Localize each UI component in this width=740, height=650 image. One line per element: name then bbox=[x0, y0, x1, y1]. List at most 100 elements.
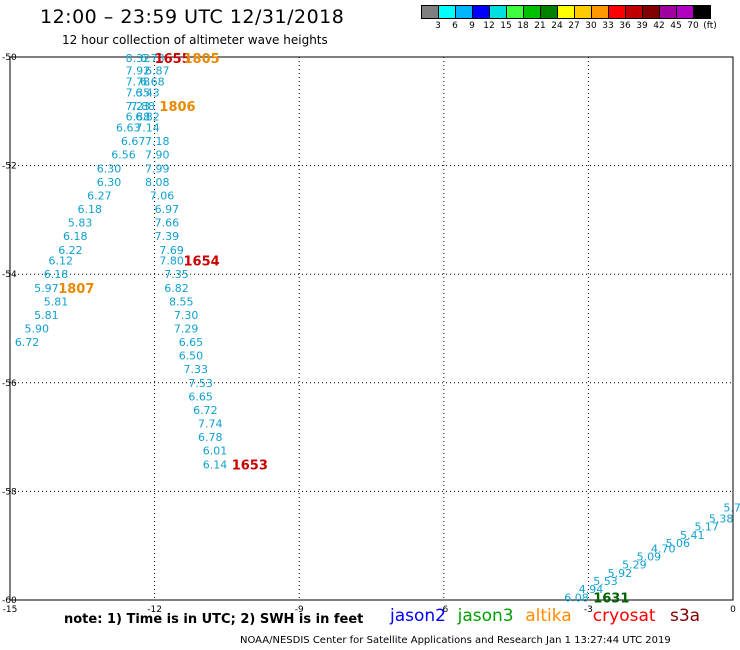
swh-value: 7.88 bbox=[131, 100, 156, 113]
swh-value: 7.29 bbox=[174, 323, 199, 336]
color-scale-label: 12 bbox=[483, 21, 495, 31]
color-scale-label: 27 bbox=[568, 21, 580, 31]
swh-value: 7.14 bbox=[135, 122, 160, 135]
color-scale-label: 15 bbox=[500, 21, 512, 31]
swh-value: 6.82 bbox=[164, 282, 189, 295]
plot-frame bbox=[9, 56, 734, 601]
swh-value: 5.53 bbox=[593, 575, 618, 588]
swh-value: 7.80 bbox=[159, 255, 184, 268]
swh-value: 7.23 bbox=[126, 100, 150, 113]
swh-value: 5.81 bbox=[44, 295, 69, 308]
color-scale-label: 30 bbox=[585, 21, 597, 31]
swh-value: 5.71 bbox=[723, 502, 740, 515]
footer-note: note: 1) Time is in UTC; 2) SWH is in fe… bbox=[64, 612, 364, 627]
swh-value: 6.65 bbox=[188, 390, 213, 403]
swh-value: 6.30 bbox=[97, 176, 122, 189]
x-tick-label: -3 bbox=[584, 605, 593, 615]
legend-item-cryosat: cryosat bbox=[592, 606, 656, 626]
color-scale-bar bbox=[421, 5, 711, 19]
time-label: 1807 bbox=[58, 282, 94, 297]
swh-value: 4.94 bbox=[579, 583, 604, 596]
swh-value: 6.56 bbox=[111, 149, 136, 162]
swh-value: 6.87 bbox=[145, 65, 170, 78]
swh-value: 7.78 bbox=[126, 75, 150, 88]
swh-value: 6.14 bbox=[203, 458, 228, 471]
swh-value: 6.43 bbox=[135, 86, 160, 99]
swh-value: 8.08 bbox=[145, 176, 170, 189]
color-scale-label: 3 bbox=[435, 21, 441, 31]
color-scale-label: 39 bbox=[636, 21, 648, 31]
swh-value: 5.90 bbox=[24, 323, 49, 336]
y-tick-label: -54 bbox=[2, 270, 17, 280]
swh-value: 7.06 bbox=[150, 189, 175, 202]
swh-value: 6.68 bbox=[140, 75, 165, 88]
color-scale-label: 21 bbox=[534, 21, 546, 31]
swh-value: 6.73 bbox=[140, 52, 165, 65]
x-tick-label: -12 bbox=[147, 605, 162, 615]
swh-value: 5.09 bbox=[637, 551, 662, 564]
color-scale-label: 9 bbox=[469, 21, 475, 31]
swh-value: 5.81 bbox=[34, 309, 59, 322]
credit-line: NOAA/NESDIS Center for Satellite Applica… bbox=[240, 635, 671, 646]
swh-value: 5.92 bbox=[608, 567, 633, 580]
swh-value: 6.82 bbox=[135, 111, 160, 124]
swh-value: 6.72 bbox=[15, 336, 40, 349]
x-tick-label: -9 bbox=[295, 605, 304, 615]
swh-value: 7.53 bbox=[188, 377, 213, 390]
swh-value: 6.50 bbox=[179, 350, 204, 363]
swh-value: 7.35 bbox=[164, 268, 189, 281]
swh-value: 6.18 bbox=[77, 203, 102, 216]
swh-value: 6.72 bbox=[193, 404, 218, 417]
map-subtitle: 12 hour collection of altimeter wave hei… bbox=[62, 33, 328, 47]
color-scale-labels: 3 6 9 12 15 18 21 24 27 30 33 36 39 42 45 70 (ft) bbox=[421, 21, 740, 33]
time-label: 1805 bbox=[184, 52, 220, 67]
y-tick-label: -56 bbox=[2, 379, 17, 389]
y-tick-label: -52 bbox=[2, 162, 17, 172]
color-scale-label: 33 bbox=[602, 21, 614, 31]
swh-value: 6.27 bbox=[87, 189, 112, 202]
color-scale-label: 36 bbox=[619, 21, 631, 31]
swh-value: 7.69 bbox=[159, 244, 184, 257]
swh-value: 7.18 bbox=[145, 135, 170, 148]
y-tick-label: -60 bbox=[2, 596, 17, 606]
color-scale-label: 18 bbox=[517, 21, 529, 31]
color-scale-label: 6 bbox=[452, 21, 458, 31]
swh-value: 7.33 bbox=[184, 363, 209, 376]
swh-value: 7.99 bbox=[145, 162, 170, 175]
swh-value: 6.01 bbox=[203, 445, 228, 458]
legend-item-altika: altika bbox=[525, 606, 572, 626]
time-label: 1631 bbox=[593, 591, 629, 606]
color-scale-label: 45 bbox=[670, 21, 682, 31]
legend-item-s3a: s3a bbox=[670, 606, 701, 626]
legend-item-jason3: jason3 bbox=[457, 606, 514, 626]
y-tick-label: -50 bbox=[2, 53, 17, 63]
swh-value: 8.32 bbox=[126, 52, 150, 65]
map-title: 12:00 – 23:59 UTC 12/31/2018 bbox=[40, 6, 345, 28]
color-swatch bbox=[693, 5, 711, 19]
time-label: 1655 bbox=[155, 52, 191, 67]
swh-value: 7.90 bbox=[145, 149, 170, 162]
x-tick-label: 0 bbox=[730, 605, 736, 615]
swh-value: 5.06 bbox=[666, 537, 691, 550]
swh-value: 4.70 bbox=[651, 542, 676, 555]
swh-value: 5.83 bbox=[68, 217, 93, 230]
swh-value: 6.97 bbox=[155, 203, 180, 216]
color-scale-label: (ft) bbox=[703, 21, 717, 31]
y-tick-label: -58 bbox=[2, 487, 17, 497]
swh-value: 5.29 bbox=[622, 559, 647, 572]
swh-value: 6.88 bbox=[126, 111, 150, 124]
swh-value: 6.65 bbox=[179, 336, 204, 349]
color-scale-label: 42 bbox=[653, 21, 665, 31]
swh-value: 6.67 bbox=[121, 135, 146, 148]
time-label: 1806 bbox=[159, 100, 195, 115]
swh-value: 7.30 bbox=[174, 309, 199, 322]
swh-value: 7.35 bbox=[126, 86, 150, 99]
swh-value: 5.38 bbox=[709, 513, 734, 526]
color-scale-label: 24 bbox=[551, 21, 563, 31]
swh-value: 6.63 bbox=[116, 122, 141, 135]
swh-value: 6.78 bbox=[198, 431, 223, 444]
swh-value: 6.18 bbox=[63, 230, 88, 243]
swh-value: 7.92 bbox=[126, 65, 150, 78]
swh-value: 8.55 bbox=[169, 295, 194, 308]
